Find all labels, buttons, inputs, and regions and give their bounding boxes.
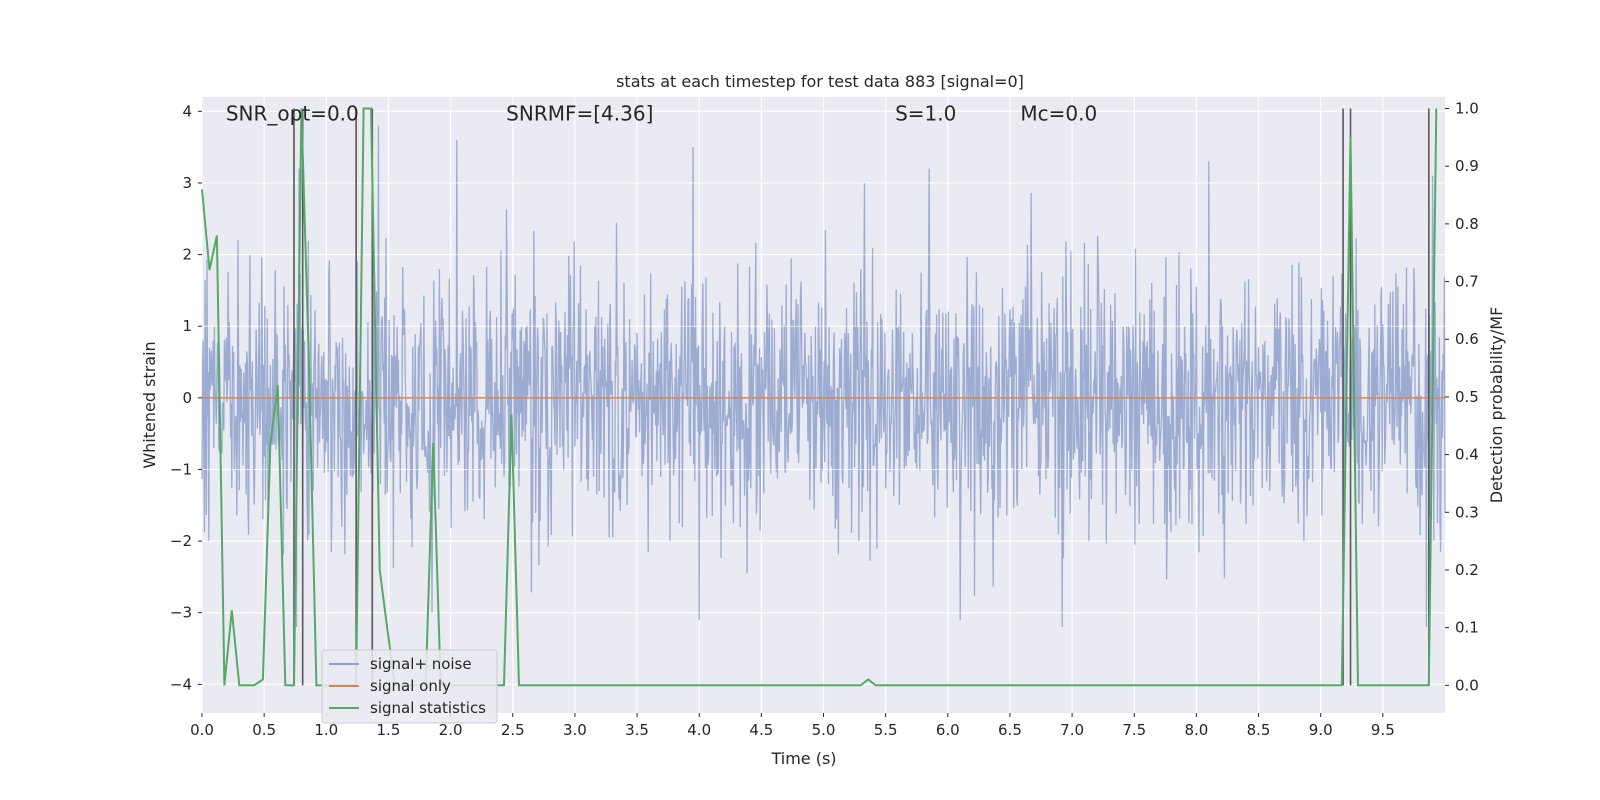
x-tick-label: 2.5 (501, 721, 525, 739)
x-tick-label: 6.5 (998, 721, 1022, 739)
x-tick-label: 8.0 (1184, 721, 1208, 739)
y2-tick-label: 0.3 (1455, 503, 1479, 521)
x-tick-label: 1.5 (377, 721, 401, 739)
x-axis-label: Time (s) (770, 749, 836, 768)
legend-box (321, 649, 498, 724)
x-tick-label: 9.5 (1371, 721, 1395, 739)
y2-tick-label: 0.0 (1455, 676, 1479, 694)
y2-tick-label: 0.4 (1455, 446, 1479, 464)
x-axis-ticks: 0.0 0.5 1.0 1.5 2.0 2.5 3.0 3.5 4.0 4.5 5.0 5.5 6.0 6… (190, 713, 1395, 739)
x-tick-label: 3.0 (563, 721, 587, 739)
y-axis-ticks: 4 3 2 1 0 −1 −2 −3 −4 (170, 102, 202, 693)
signal-statistics-series (201, 107, 1438, 687)
legend-label: signal statistics (370, 699, 486, 717)
y2-axis-ticks: 1.0 0.9 0.8 0.7 0.6 0.5 0.4 0.3 0.2 0.1 0.0 (1445, 100, 1479, 694)
x-tick-label: 4.0 (687, 721, 711, 739)
x-tick-label: 1.0 (314, 721, 338, 739)
x-tick-label: 3.5 (625, 721, 649, 739)
x-tick-label: 0.5 (252, 721, 276, 739)
y-tick-label: 3 (182, 174, 192, 192)
chart-title: stats at each timestep for test data 883… (616, 72, 1024, 91)
annotation-snr-mf: SNRMF=[4.36] (506, 101, 653, 125)
annotations: SNR_opt=0.0 SNRMF=[4.36] S=1.0 Mc=0.0 (226, 101, 1097, 125)
legend-label: signal+ noise (370, 655, 472, 673)
x-tick-label: 5.5 (874, 721, 898, 739)
x-tick-label: 5.0 (812, 721, 836, 739)
annotation-snr-opt: SNR_opt=0.0 (226, 101, 359, 125)
y2-tick-label: 0.6 (1455, 330, 1479, 348)
y-tick-label: 2 (182, 246, 192, 264)
y-tick-label: 1 (182, 317, 192, 335)
x-tick-label: 7.5 (1122, 721, 1146, 739)
x-tick-label: 0.0 (190, 721, 214, 739)
y-tick-label: 0 (182, 389, 192, 407)
x-tick-label: 8.5 (1247, 721, 1271, 739)
legend: signal+ noise signal only signal statistic… (321, 649, 498, 724)
y-tick-label: 4 (182, 102, 192, 120)
y2-tick-label: 0.7 (1455, 273, 1479, 291)
y2-tick-label: 0.8 (1455, 215, 1479, 233)
y2-tick-label: 0.2 (1455, 561, 1479, 579)
y-tick-label: −4 (170, 675, 192, 693)
x-tick-label: 2.0 (439, 721, 463, 739)
y-axis-label: Whitened strain (140, 341, 159, 468)
annotation-s: S=1.0 (895, 101, 956, 125)
x-tick-label: 6.0 (936, 721, 960, 739)
y2-tick-label: 0.5 (1455, 388, 1479, 406)
y2-tick-label: 1.0 (1455, 100, 1479, 118)
annotation-mc: Mc=0.0 (1020, 101, 1097, 125)
y2-tick-label: 0.1 (1455, 619, 1479, 637)
y2-axis-label: Detection probability/MF (1487, 307, 1506, 504)
y-tick-label: −3 (170, 604, 192, 622)
y-tick-label: −1 (170, 460, 192, 478)
legend-label: signal only (370, 677, 451, 695)
x-tick-label: 9.0 (1309, 721, 1333, 739)
y-tick-label: −2 (170, 532, 192, 550)
x-tick-label: 4.5 (749, 721, 773, 739)
x-tick-label: 7.0 (1060, 721, 1084, 739)
signal-noise-line (201, 125, 1446, 628)
y2-tick-label: 0.9 (1455, 157, 1479, 175)
signal-statistics-line (201, 107, 1438, 687)
